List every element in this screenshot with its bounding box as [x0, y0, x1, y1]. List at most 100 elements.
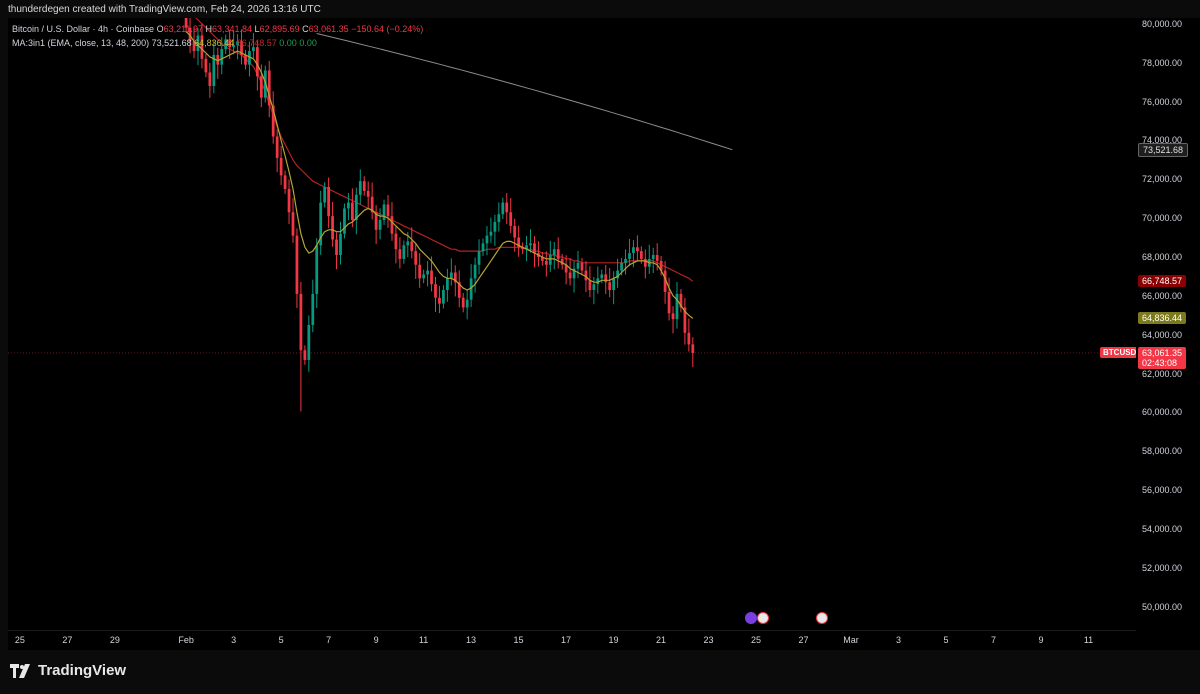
- time-tick-label: 27: [62, 635, 73, 645]
- candle-body: [636, 247, 639, 252]
- candle-body: [378, 220, 382, 230]
- candle-body: [358, 181, 362, 195]
- candle-body: [442, 290, 445, 304]
- price-tick-label: 76,000.00: [1142, 96, 1183, 107]
- price-tick-label: 58,000.00: [1142, 446, 1183, 457]
- candle-body: [588, 280, 592, 290]
- candle-body: [248, 51, 251, 65]
- candle-body: [525, 245, 528, 250]
- candle-body: [521, 247, 524, 250]
- candle-body: [224, 39, 228, 50]
- candle-body: [548, 255, 552, 265]
- time-tick-label: 3: [896, 635, 902, 645]
- candle-body: [327, 187, 330, 217]
- candle-body: [509, 212, 513, 226]
- price-axis[interactable]: 50,000.00 52,000.00 54,000.00 56,000.00 58,0…: [1136, 18, 1200, 630]
- ma-value-4: 0.00: [279, 38, 297, 48]
- candle-body: [560, 258, 564, 265]
- candle-body: [279, 157, 283, 176]
- candle-body: [418, 264, 422, 279]
- candle-body: [556, 249, 560, 259]
- candle-body: [252, 47, 255, 52]
- candle-body: [497, 214, 501, 222]
- candle-body: [473, 264, 477, 279]
- candle-body: [200, 35, 204, 59]
- candle-body: [311, 293, 315, 325]
- ema200-badge: 73,521.68: [1138, 142, 1189, 157]
- candle-body: [461, 297, 465, 308]
- legend-close: 63,061.35: [308, 24, 349, 34]
- candle-body: [307, 324, 311, 360]
- time-tick-label: 23: [703, 635, 714, 645]
- candle-body: [552, 249, 556, 256]
- candle-body: [580, 262, 584, 271]
- candle-body: [430, 270, 433, 285]
- candle-body: [651, 255, 655, 259]
- ma-indicator-name: MA:3in1 (EMA, close, 13, 48, 200): [12, 38, 150, 48]
- time-tick-label: 11: [1083, 635, 1094, 645]
- bar-countdown: 02:43:08: [1142, 357, 1178, 368]
- candle-body: [299, 293, 303, 351]
- candle-body: [445, 278, 449, 290]
- candle-body: [477, 251, 481, 265]
- candle-body: [481, 243, 485, 252]
- candlestick-chart: [8, 18, 1136, 412]
- price-tick-label: 60,000.00: [1142, 407, 1183, 418]
- candle-body: [315, 245, 319, 294]
- candle-body: [398, 249, 402, 259]
- candle-body: [335, 239, 338, 256]
- ma-value-1: 73,521.68: [151, 38, 192, 48]
- ema13-badge: 64,836.44: [1138, 312, 1187, 325]
- candle-body: [283, 175, 287, 189]
- candle-body: [410, 241, 414, 252]
- candle-body: [628, 253, 631, 259]
- price-tick-label: 78,000.00: [1142, 57, 1183, 68]
- candle-body: [406, 241, 410, 246]
- candle-body: [402, 245, 406, 259]
- time-tick-label: 25: [14, 635, 25, 645]
- candle-body: [236, 41, 239, 46]
- candle-body: [604, 274, 608, 283]
- time-tick-label: 25: [751, 635, 762, 645]
- axis-corner: [1136, 630, 1200, 650]
- legend-high: 63,341.84: [211, 24, 253, 34]
- event-icon-us-flag[interactable]: [757, 612, 769, 624]
- time-tick-label: 7: [326, 635, 332, 645]
- legend-symbol: Bitcoin / U.S. Dollar · 4h · Coinbase: [12, 24, 155, 34]
- candle-body: [620, 262, 623, 271]
- time-tick-label: 15: [513, 635, 524, 645]
- candle-body: [287, 188, 291, 213]
- candle-body: [679, 293, 683, 308]
- time-tick-label: 29: [109, 635, 120, 645]
- tradingview-logo[interactable]: TradingView: [10, 662, 126, 679]
- price-tick-label: 70,000.00: [1142, 213, 1183, 224]
- event-icon-us-flag-2[interactable]: [816, 612, 828, 624]
- event-icon-split[interactable]: [745, 612, 757, 624]
- candle-body: [434, 284, 437, 298]
- time-axis[interactable]: 25 27 29 Feb 3 5 7 9 11 13 15 17 19 21 23 25 27 Mar 3 5 7 9 11: [8, 630, 1136, 651]
- footer: TradingView: [0, 650, 1200, 694]
- last-price-badge: 63,061.35 02:43:08: [1138, 346, 1187, 369]
- candle-body: [362, 181, 366, 191]
- ema200-line: [316, 33, 733, 151]
- plot-area[interactable]: Bitcoin / U.S. Dollar · 4h · Coinbase O6…: [8, 18, 1136, 630]
- time-tick-label: 17: [561, 635, 572, 645]
- candle-body: [624, 258, 627, 263]
- time-tick-label: 21: [656, 635, 667, 645]
- tradingview-brand: TradingView: [38, 662, 127, 679]
- candle-body: [612, 278, 616, 290]
- time-tick-label: 9: [373, 635, 379, 645]
- candle-body: [208, 72, 212, 86]
- candle-body: [501, 202, 505, 215]
- candle-body: [220, 49, 224, 65]
- candle-body: [426, 270, 429, 275]
- candle-body: [240, 41, 243, 55]
- candle-body: [192, 41, 196, 52]
- candle-body: [319, 202, 323, 246]
- tradingview-logo-icon: [10, 663, 30, 678]
- legend-close-label: C: [302, 24, 309, 34]
- candle-body: [394, 233, 398, 250]
- price-tick-label: 54,000.00: [1142, 523, 1183, 534]
- price-tick-label: 52,000.00: [1142, 562, 1183, 573]
- candle-body: [390, 216, 394, 234]
